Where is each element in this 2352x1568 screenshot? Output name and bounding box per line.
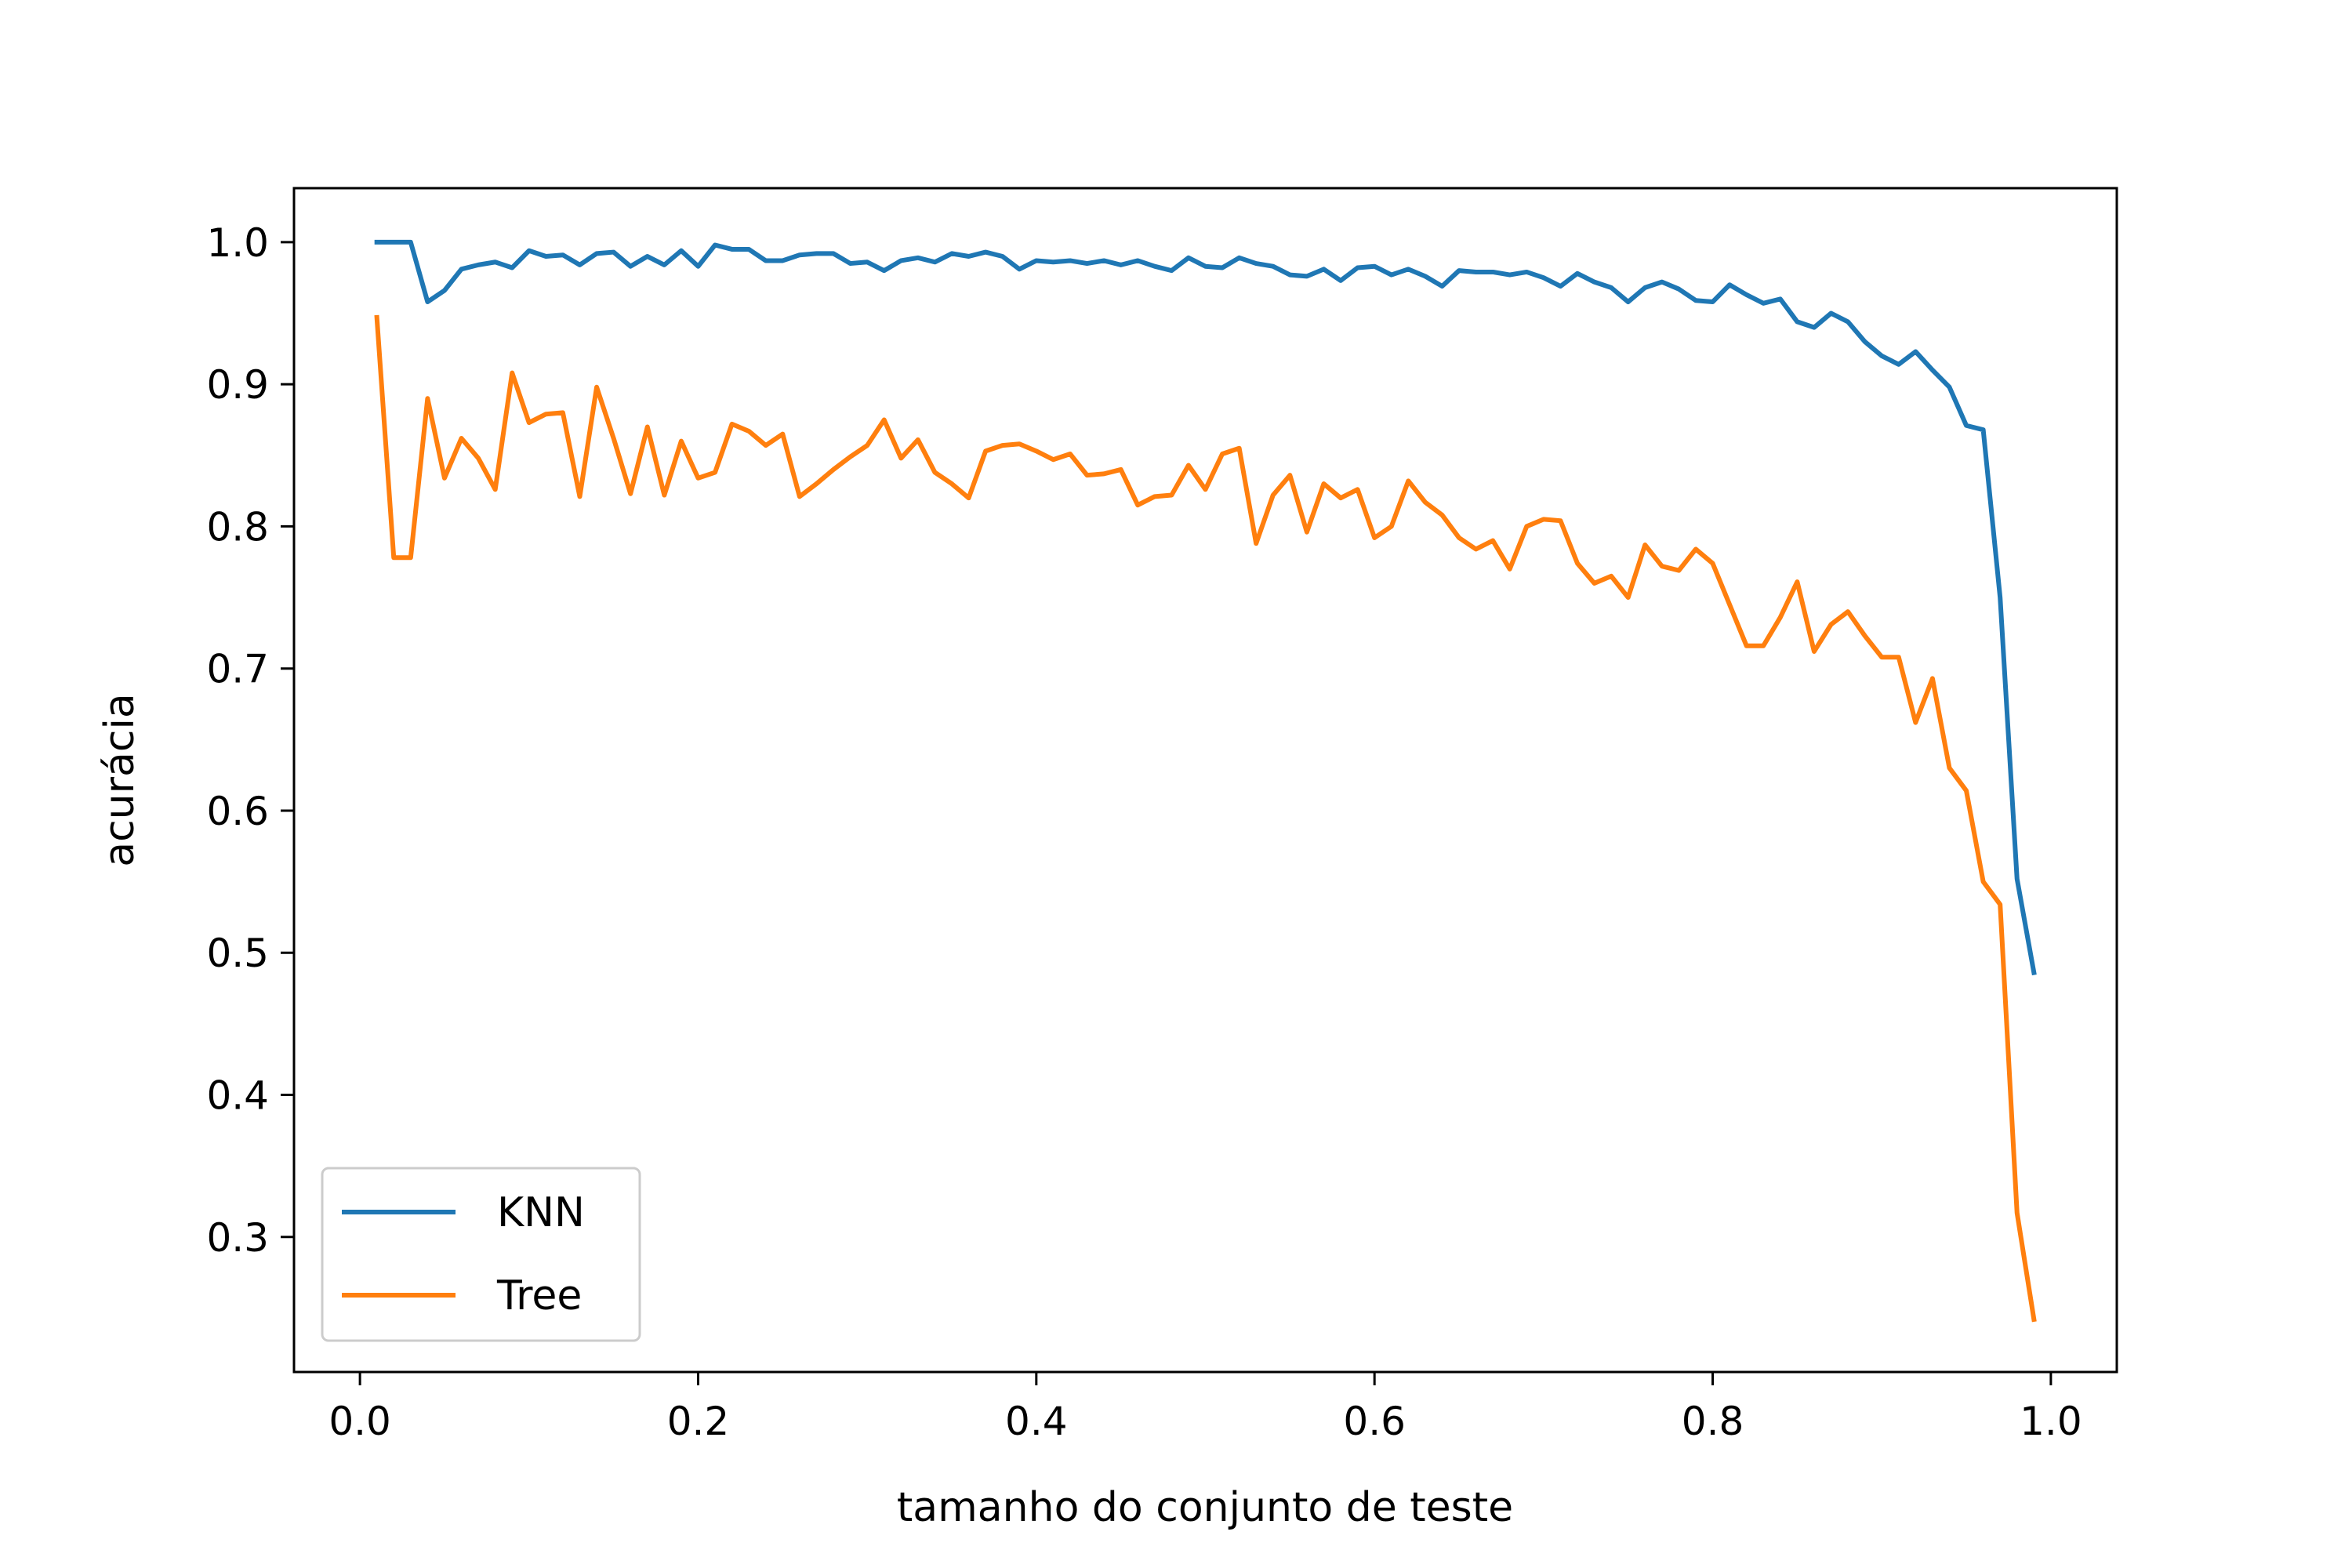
- y-tick-label: 0.7: [206, 647, 269, 692]
- y-tick-label: 0.9: [206, 362, 269, 408]
- axes-frame: [292, 187, 2118, 1374]
- legend-label-tree: Tree: [496, 1272, 582, 1319]
- y-axis-ticks: 0.3 0.4 0.5 0.6 0.7 0.8 0.9 1.0: [206, 220, 294, 1261]
- series-line-tree: [374, 314, 2037, 1323]
- x-axis-label: tamanho do conjunto de teste: [897, 1484, 1513, 1531]
- plot-area: [292, 187, 2118, 1374]
- y-axis-label: acurácia: [96, 693, 143, 867]
- series-layer: [374, 239, 2037, 1323]
- legend-box: [321, 1167, 641, 1342]
- y-tick-label: 0.5: [206, 931, 269, 976]
- y-tick-label: 0.6: [206, 789, 269, 834]
- series-line-knn: [374, 239, 2037, 976]
- x-tick-label: 0.4: [1005, 1399, 1068, 1444]
- x-tick-label: 0.0: [328, 1399, 391, 1444]
- x-axis-ticks: 0.0 0.2 0.4 0.6 0.8 1.0: [328, 1372, 2082, 1444]
- x-tick-label: 0.2: [667, 1399, 730, 1444]
- x-tick-label: 1.0: [2020, 1399, 2082, 1444]
- x-tick-label: 0.6: [1343, 1399, 1406, 1444]
- y-tick-label: 0.4: [206, 1073, 269, 1119]
- legend: KNN Tree: [321, 1167, 641, 1342]
- y-tick-label: 0.8: [206, 504, 269, 550]
- legend-label-knn: KNN: [497, 1189, 585, 1236]
- y-tick-label: 0.3: [206, 1215, 269, 1261]
- y-tick-label: 1.0: [206, 220, 269, 266]
- x-tick-label: 0.8: [1682, 1399, 1744, 1444]
